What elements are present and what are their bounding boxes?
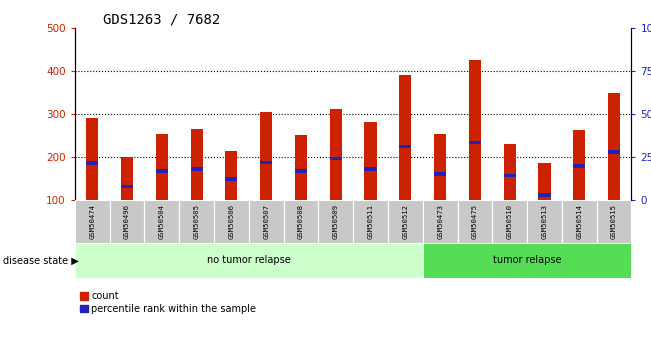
Bar bbox=[608, 150, 620, 154]
Text: GSM50473: GSM50473 bbox=[437, 204, 443, 238]
Bar bbox=[608, 93, 620, 200]
Bar bbox=[504, 174, 516, 177]
Bar bbox=[121, 185, 133, 188]
Bar bbox=[504, 144, 516, 200]
Bar bbox=[191, 167, 202, 171]
Text: GSM50509: GSM50509 bbox=[333, 204, 339, 238]
Bar bbox=[353, 200, 388, 243]
Text: tumor relapse: tumor relapse bbox=[493, 256, 561, 265]
Bar bbox=[260, 161, 272, 164]
Text: GSM50507: GSM50507 bbox=[263, 204, 270, 238]
Text: GSM50515: GSM50515 bbox=[611, 204, 617, 238]
Bar bbox=[573, 130, 585, 200]
Text: GSM50512: GSM50512 bbox=[402, 204, 408, 238]
Bar bbox=[365, 122, 377, 200]
Bar bbox=[573, 164, 585, 168]
Bar bbox=[225, 151, 238, 200]
Bar bbox=[109, 200, 145, 243]
Bar bbox=[156, 134, 168, 200]
Text: disease state ▶: disease state ▶ bbox=[3, 256, 79, 265]
Bar bbox=[156, 169, 168, 173]
Bar bbox=[527, 200, 562, 243]
Bar bbox=[469, 141, 481, 144]
Bar bbox=[191, 129, 202, 200]
Bar bbox=[538, 193, 551, 197]
Text: GSM50504: GSM50504 bbox=[159, 204, 165, 238]
Bar bbox=[121, 157, 133, 200]
Bar bbox=[214, 200, 249, 243]
Bar bbox=[318, 200, 353, 243]
Bar bbox=[329, 109, 342, 200]
Bar bbox=[329, 157, 342, 160]
Legend: count, percentile rank within the sample: count, percentile rank within the sample bbox=[79, 291, 256, 314]
Bar bbox=[597, 200, 631, 243]
Text: GSM50508: GSM50508 bbox=[298, 204, 304, 238]
Bar bbox=[538, 164, 551, 200]
Bar bbox=[295, 169, 307, 173]
Text: GSM50511: GSM50511 bbox=[368, 204, 374, 238]
Text: GSM50513: GSM50513 bbox=[542, 204, 547, 238]
Text: GSM50506: GSM50506 bbox=[229, 204, 234, 238]
Bar bbox=[388, 200, 422, 243]
Bar bbox=[562, 200, 597, 243]
Bar bbox=[458, 200, 492, 243]
Bar bbox=[75, 200, 109, 243]
Bar bbox=[422, 243, 631, 278]
Text: GSM50474: GSM50474 bbox=[89, 204, 95, 238]
Bar bbox=[86, 161, 98, 165]
Bar bbox=[422, 200, 458, 243]
Bar bbox=[260, 112, 272, 200]
Text: GSM50505: GSM50505 bbox=[193, 204, 200, 238]
Text: GSM50475: GSM50475 bbox=[472, 204, 478, 238]
Bar bbox=[249, 200, 284, 243]
Bar bbox=[225, 177, 238, 181]
Text: GSM50514: GSM50514 bbox=[576, 204, 582, 238]
Bar bbox=[284, 200, 318, 243]
Bar bbox=[399, 75, 411, 200]
Bar bbox=[179, 200, 214, 243]
Text: GDS1263 / 7682: GDS1263 / 7682 bbox=[103, 12, 220, 27]
Bar bbox=[399, 145, 411, 148]
Bar bbox=[75, 243, 422, 278]
Bar bbox=[469, 60, 481, 200]
Text: GSM50496: GSM50496 bbox=[124, 204, 130, 238]
Text: no tumor relapse: no tumor relapse bbox=[207, 256, 291, 265]
Bar bbox=[492, 200, 527, 243]
Bar bbox=[434, 172, 446, 176]
Bar bbox=[86, 118, 98, 200]
Bar bbox=[365, 167, 377, 171]
Bar bbox=[434, 134, 446, 200]
Text: GSM50510: GSM50510 bbox=[506, 204, 513, 238]
Bar bbox=[145, 200, 179, 243]
Bar bbox=[295, 136, 307, 200]
